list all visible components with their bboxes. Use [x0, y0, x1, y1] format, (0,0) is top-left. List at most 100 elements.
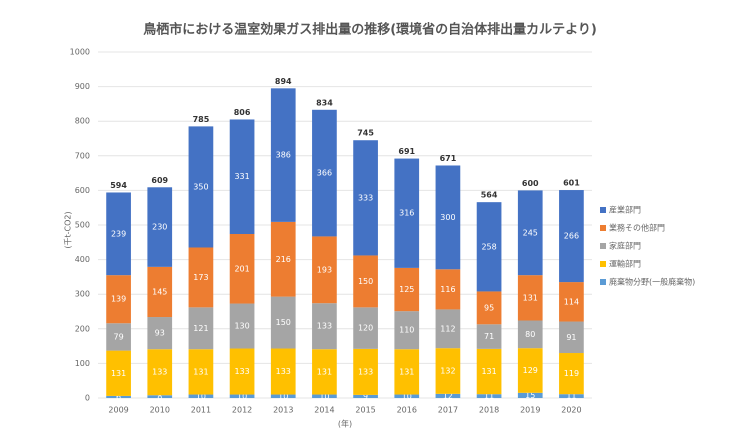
bar-segment — [229, 394, 255, 398]
data-label: 116 — [440, 285, 455, 294]
bar-segment — [476, 291, 502, 325]
x-tick-label: 2016 — [397, 406, 417, 415]
data-label: 266 — [564, 232, 579, 241]
data-label: 125 — [399, 285, 414, 294]
y-tick-label: 200 — [75, 324, 90, 333]
total-label: 564 — [481, 191, 498, 200]
x-tick-label: 2012 — [232, 406, 252, 415]
bar-segment — [559, 353, 584, 395]
bar-segment — [229, 233, 255, 304]
bar-segment — [312, 349, 337, 395]
data-label: 121 — [193, 324, 208, 333]
bar-segment — [147, 266, 173, 318]
legend-label: 業務その他部門 — [609, 223, 665, 233]
bar-segment — [517, 275, 543, 321]
y-tick-label: 900 — [75, 82, 90, 91]
x-tick-label: 2009 — [108, 406, 128, 415]
bar-segment — [476, 394, 502, 398]
bar-segment — [188, 349, 214, 395]
data-label: 230 — [152, 223, 167, 232]
y-axis-label: (千t-CO2) — [63, 211, 73, 248]
bar-segment — [394, 394, 420, 398]
data-label: 130 — [234, 322, 249, 331]
x-tick-label: 2010 — [150, 406, 170, 415]
data-label: 133 — [358, 367, 373, 376]
x-tick-label: 2011 — [191, 406, 211, 415]
data-label: 131 — [111, 369, 126, 378]
data-label: 93 — [155, 329, 165, 338]
data-label: 112 — [440, 324, 455, 333]
bar-segment — [147, 187, 173, 267]
data-label: 131 — [193, 367, 208, 376]
bar-segment — [312, 109, 337, 237]
data-label: 80 — [525, 330, 535, 339]
legend-swatch — [600, 279, 606, 285]
y-tick-label: 0 — [85, 394, 90, 403]
data-label: 139 — [111, 295, 126, 304]
bar-segment — [476, 348, 502, 395]
data-label: 119 — [564, 369, 579, 378]
data-label: 331 — [234, 172, 249, 181]
bar-segment — [312, 236, 337, 304]
data-label: 71 — [484, 332, 494, 341]
total-label: 609 — [151, 176, 168, 185]
data-label: 131 — [399, 367, 414, 376]
data-label: 316 — [399, 209, 414, 218]
data-label: 201 — [234, 264, 249, 273]
y-tick-label: 500 — [75, 221, 90, 230]
data-label: 110 — [399, 326, 414, 335]
total-label: 745 — [357, 129, 374, 138]
bar-segment — [476, 202, 502, 292]
legend-swatch — [600, 243, 606, 249]
data-label: 133 — [152, 368, 167, 377]
data-label: 11 — [484, 392, 494, 401]
data-label: 239 — [111, 229, 126, 238]
data-label: 366 — [317, 169, 332, 178]
bar-segment — [229, 119, 255, 234]
data-label: 10 — [402, 392, 412, 401]
x-tick-label: 2014 — [314, 406, 334, 415]
data-label: 133 — [276, 367, 291, 376]
total-label: 894 — [275, 77, 292, 86]
total-label: 671 — [440, 154, 457, 163]
data-label: 79 — [113, 332, 123, 341]
x-axis-label: (年) — [338, 419, 352, 429]
data-label: 91 — [566, 333, 576, 342]
bar-segment — [147, 317, 173, 350]
chart-title: 鳥栖市における温室効果ガス排出量の推移(環境省の自治体排出量カルテより) — [143, 22, 597, 38]
bar-segment — [353, 140, 378, 256]
bar-segment — [353, 394, 378, 398]
y-tick-label: 100 — [75, 359, 90, 368]
total-label: 594 — [110, 181, 127, 190]
x-tick-label: 2019 — [520, 406, 540, 415]
data-label: 300 — [440, 213, 455, 222]
bar-segment — [229, 303, 255, 349]
data-label: 350 — [193, 182, 208, 191]
legend-swatch — [600, 225, 606, 231]
data-label: 150 — [358, 277, 373, 286]
bar-segment — [106, 192, 131, 276]
y-tick-label: 800 — [75, 117, 90, 126]
bar-segment — [106, 275, 131, 324]
bar-segment — [435, 393, 461, 398]
y-tick-label: 300 — [75, 290, 90, 299]
data-label: 15 — [525, 391, 535, 400]
bar-segment — [394, 267, 420, 312]
data-label: 133 — [234, 367, 249, 376]
bar-segment — [517, 190, 543, 276]
data-label: 9 — [363, 392, 368, 401]
bar-segment — [517, 320, 543, 349]
bar-segment — [353, 348, 378, 395]
data-label: 6 — [116, 392, 121, 401]
bar-segment — [312, 303, 337, 350]
data-label: 10 — [196, 392, 206, 401]
bar-segment — [435, 309, 461, 349]
total-label: 600 — [522, 179, 539, 188]
data-label: 10 — [237, 392, 247, 401]
bar-segment — [270, 221, 296, 297]
bar-segment — [435, 165, 461, 270]
x-tick-label: 2017 — [438, 406, 458, 415]
data-label: 10 — [278, 392, 288, 401]
y-tick-label: 700 — [75, 151, 90, 160]
